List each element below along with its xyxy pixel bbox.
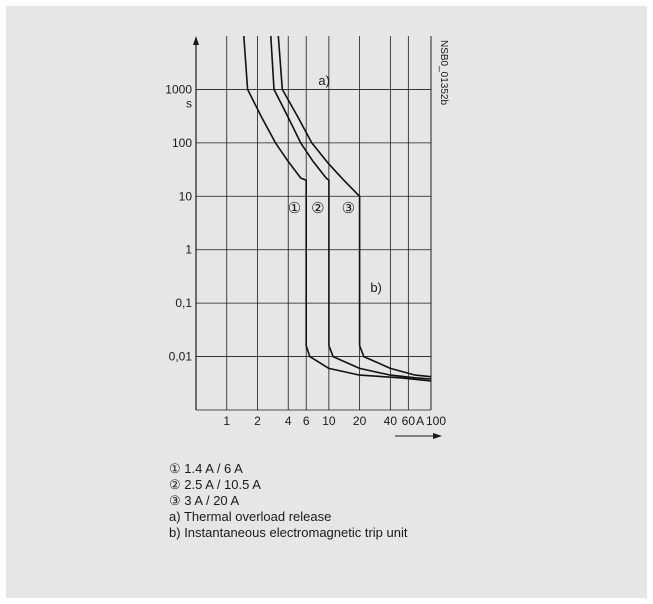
y-axis-arrow-icon [193, 36, 199, 45]
y-tick-label: 0,01 [169, 350, 193, 364]
legend-item-2: ② 2.5 A / 10.5 A [169, 477, 408, 493]
legend-marker: ① [169, 461, 181, 476]
x-tick-label: 6 [303, 414, 310, 428]
legend-text: Instantaneous electromagnetic trip unit [184, 525, 408, 540]
x-tick-label: 10 [322, 414, 336, 428]
legend-marker: a) [169, 509, 181, 524]
chart-annotation: b) [370, 280, 382, 295]
axes-layer [193, 36, 442, 439]
legend-item-1: ① 1.4 A / 6 A [169, 461, 408, 477]
legend-item-b: b) Instantaneous electromagnetic trip un… [169, 525, 408, 541]
curve-3 [277, 35, 432, 378]
chart-annotation: ② [311, 200, 324, 217]
x-tick-label: 40 [384, 414, 398, 428]
curve-1 [243, 35, 432, 382]
x-tick-label: 60 [402, 414, 416, 428]
chart-annotation: ① [288, 200, 301, 217]
curves-layer [243, 35, 432, 382]
legend: ① 1.4 A / 6 A ② 2.5 A / 10.5 A ③ 3 A / 2… [169, 461, 408, 541]
legend-item-3: ③ 3 A / 20 A [169, 493, 408, 509]
grid-layer [196, 36, 432, 411]
legend-item-a: a) Thermal overload release [169, 509, 408, 525]
y-tick-label: 10 [179, 189, 193, 203]
x-tick-label: 2 [254, 414, 261, 428]
legend-text: 3 A / 20 A [184, 493, 240, 508]
legend-marker: b) [169, 525, 181, 540]
chart-annotation: ③ [342, 200, 355, 217]
x-tick-label: 1 [223, 414, 230, 428]
legend-text: Thermal overload release [183, 509, 332, 524]
legend-marker: ③ [169, 493, 181, 508]
x-unit-label: A [416, 414, 424, 428]
y-tick-label: 100 [172, 136, 192, 150]
y-unit-label: s [186, 96, 192, 110]
chart-annotation: a) [318, 73, 330, 88]
x-axis-arrow-icon [433, 433, 442, 439]
legend-text: 1.4 A / 6 A [184, 461, 243, 476]
y-tick-label: 1 [185, 243, 192, 257]
curve-2 [270, 35, 432, 380]
image-id-label: NSB0_01352b [438, 40, 449, 105]
x-tick-label: 100 [426, 414, 446, 428]
legend-text: 2.5 A / 10.5 A [184, 477, 261, 492]
figure-panel: 1 2 4 6 10 20 40 60 100 A 1000 100 10 1 0,1 0,01 s NSB0_0… [6, 6, 647, 598]
x-tick-label: 4 [285, 414, 292, 428]
x-tick-label: 20 [353, 414, 367, 428]
legend-marker: ② [169, 477, 181, 492]
y-tick-label: 0,1 [175, 296, 192, 310]
y-tick-label: 1000 [165, 82, 192, 96]
